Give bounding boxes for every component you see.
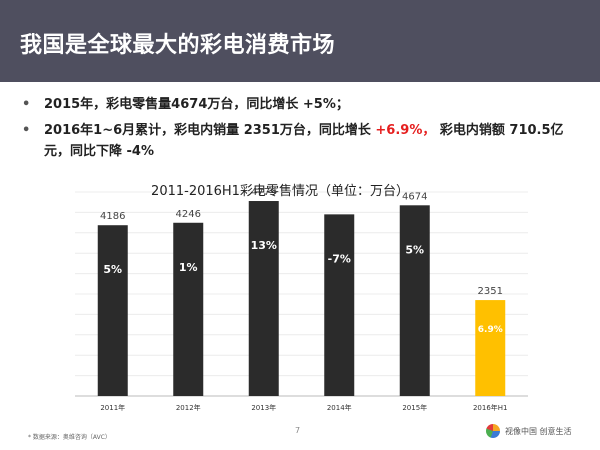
bar-0 bbox=[97, 225, 128, 396]
bar-5 bbox=[475, 300, 506, 396]
x-tick-label-3: 2014年 bbox=[327, 403, 352, 412]
bullet-dot-icon: • bbox=[22, 123, 31, 138]
bar-2 bbox=[248, 201, 279, 396]
bullet-item-2015: • 2015年，彩电零售量4674万台，同比增长 +5%； bbox=[20, 94, 580, 115]
data-source-note: * 数据来源：奥维咨询（AVC） bbox=[28, 434, 111, 441]
x-tick-label-5: 2016年H1 bbox=[473, 403, 508, 412]
growth-label-1: 1% bbox=[179, 261, 198, 274]
value-label-0: 4186 bbox=[100, 211, 125, 222]
brand-footer: 视像中国 创意生活 bbox=[486, 423, 572, 439]
growth-label-0: 5% bbox=[103, 263, 122, 276]
brand-slogan: 视像中国 创意生活 bbox=[505, 426, 572, 436]
growth-label-5: 6.9% bbox=[478, 325, 503, 335]
value-label-5: 2351 bbox=[478, 286, 503, 297]
bar-4 bbox=[399, 205, 430, 396]
bullet-dot-icon: • bbox=[22, 97, 31, 112]
page-number: 7 bbox=[295, 426, 301, 435]
bullet-text-2015: 2015年，彩电零售量4674万台，同比增长 +5%； bbox=[44, 97, 349, 112]
header-bar: 我国是全球最大的彩电消费市场 bbox=[0, 0, 600, 82]
value-label-1: 4246 bbox=[176, 209, 201, 220]
x-tick-label-1: 2012年 bbox=[176, 403, 201, 412]
bullet-list: • 2015年，彩电零售量4674万台，同比增长 +5%； • 2016年1~6… bbox=[20, 94, 580, 167]
bullet-item-2016: • 2016年1~6月累计，彩电内销量 2351万台，同比增长 +6.9%， 彩… bbox=[20, 120, 580, 162]
value-label-4: 4674 bbox=[402, 191, 427, 202]
bullet-text-2016-b: 彩电内销额 710.5亿元，同比下降 -4% bbox=[44, 123, 564, 159]
x-tick-label-2: 2013年 bbox=[251, 403, 276, 412]
value-label-2: 4779 bbox=[251, 187, 276, 198]
x-tick-label-0: 2011年 bbox=[100, 403, 125, 412]
chart-title: 2011-2016H1彩电零售情况（单位：万台） bbox=[151, 184, 409, 199]
brand-logo-icon bbox=[486, 424, 500, 438]
growth-label-3: -7% bbox=[328, 252, 351, 265]
x-tick-label-4: 2015年 bbox=[402, 403, 427, 412]
page-title: 我国是全球最大的彩电消费市场 bbox=[20, 33, 336, 58]
bar-1 bbox=[173, 222, 204, 396]
bullet-text-2016-a: 2016年1~6月累计，彩电内销量 2351万台，同比增长 bbox=[44, 123, 376, 138]
growth-label-2: 13% bbox=[251, 239, 277, 252]
growth-label-4: 5% bbox=[405, 243, 424, 256]
bar-3 bbox=[324, 214, 355, 396]
bullet-text-2016-highlight: +6.9%， bbox=[375, 123, 436, 138]
